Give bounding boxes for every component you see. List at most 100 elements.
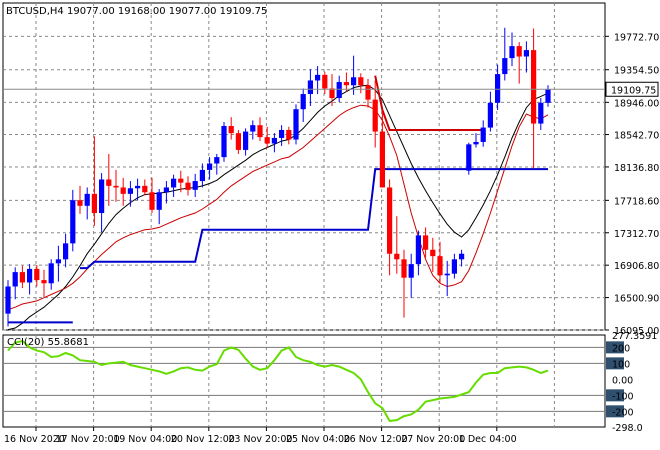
bull-candle — [84, 193, 90, 206]
cci-tick-label: -200 — [612, 407, 634, 418]
bull-candle — [502, 58, 508, 75]
bear-candle — [343, 82, 349, 86]
bull-candle — [487, 102, 493, 128]
bear-candle — [142, 185, 148, 193]
price-tick-label: 18136.80 — [614, 163, 659, 174]
cci-level-badge — [606, 405, 624, 418]
bull-candle — [408, 264, 414, 278]
bear-candle — [401, 259, 407, 278]
bull-candle — [459, 253, 465, 260]
bear-candle — [430, 249, 436, 257]
bull-candle — [12, 272, 18, 287]
bull-candle — [451, 259, 457, 274]
bull-candle — [48, 263, 54, 284]
bear-candle — [185, 182, 191, 190]
price-axis: 19772.70 19354.50 18946.00 18542.70 18136.80… — [605, 32, 659, 337]
time-tick-label: 16 Nov 2020 — [4, 434, 65, 445]
cci-tick-label: 0.00 — [612, 375, 633, 386]
bull-candle — [415, 235, 421, 265]
bear-candle — [516, 46, 522, 57]
bear-candle — [322, 74, 328, 89]
bear-candle — [329, 88, 335, 99]
price-tick-label: 16906.80 — [614, 261, 659, 272]
bear-candle — [365, 85, 371, 100]
bull-candle — [495, 74, 501, 103]
cci-tick-label: 200 — [612, 343, 630, 354]
time-tick-label: 27 Nov 20:00 — [401, 434, 465, 445]
bull-candle — [300, 94, 306, 110]
ma-red-line — [7, 104, 549, 311]
bear-candle — [257, 125, 263, 138]
time-tick-label: 26 Nov 12:00 — [344, 434, 408, 445]
bear-candle — [113, 185, 119, 188]
bear-candle — [358, 77, 364, 86]
price-tick-label: 18542.70 — [614, 131, 659, 142]
bear-candle — [372, 99, 378, 132]
bull-candle — [135, 185, 141, 189]
cci-tick-label: -100 — [612, 391, 634, 402]
bull-candle — [214, 157, 220, 164]
bull-candle — [221, 125, 227, 158]
bull-candle — [480, 127, 486, 142]
bull-candle — [293, 109, 299, 140]
bull-candle — [523, 50, 529, 57]
bear-candle — [19, 272, 25, 283]
bear-candle — [149, 192, 155, 210]
bull-candle — [55, 259, 61, 264]
time-tick-label: 25 Nov 04:00 — [286, 434, 350, 445]
cci-indicator-label: CCI(20) 55.8681 — [7, 337, 89, 348]
price-tick-label: 19772.70 — [614, 32, 659, 43]
chart-title: BTCUSD,H4 19077.00 19168.00 19077.00 191… — [6, 6, 267, 17]
bull-candle — [192, 181, 198, 190]
bull-candle — [5, 286, 11, 314]
time-tick-label: 19 Nov 04:00 — [113, 434, 177, 445]
time-tick-label: 23 Nov 20:00 — [228, 434, 292, 445]
time-tick-label: 17 Nov 20:00 — [56, 434, 120, 445]
bull-candle — [156, 192, 162, 210]
cci-tick-label: 277.3591 — [612, 331, 657, 342]
bull-candle — [279, 129, 285, 138]
cci-level-badge — [606, 389, 624, 402]
bear-candle — [264, 137, 270, 144]
bear-candle — [106, 179, 112, 186]
ma-black-line — [7, 84, 549, 331]
cci-level-badge — [606, 341, 624, 354]
bull-candle — [271, 137, 277, 144]
bull-candle — [99, 179, 105, 214]
bull-candle — [127, 188, 133, 194]
bear-candle — [77, 200, 83, 206]
bull-candle — [207, 163, 213, 170]
bear-candle — [531, 50, 537, 124]
bear-candle — [387, 187, 393, 254]
bear-candle — [235, 133, 241, 150]
cci-tick-label: -298.0 — [612, 423, 643, 434]
bull-candle — [250, 125, 256, 132]
bull-candle — [509, 46, 515, 59]
price-tick-label: 16500.90 — [614, 294, 659, 305]
bear-candle — [91, 193, 97, 214]
bear-candle — [120, 187, 126, 194]
time-tick-label: 1 Dec 04:00 — [459, 434, 517, 445]
cci-plot-area — [7, 339, 549, 422]
bear-candle — [34, 268, 40, 281]
bear-candle — [437, 256, 443, 276]
current-price-badge — [605, 81, 659, 97]
resistance-red-line — [374, 75, 484, 131]
bear-candle — [379, 131, 385, 188]
price-tick-label: 17312.70 — [614, 229, 659, 240]
bull-candle — [473, 141, 479, 145]
cci-line — [7, 339, 549, 422]
bear-candle — [286, 129, 292, 140]
price-tick-label: 18946.00 — [614, 98, 659, 109]
price-plot-area — [3, 27, 605, 331]
cci-grid — [3, 335, 605, 427]
bull-candle — [444, 273, 450, 276]
price-tick-label: 19354.50 — [614, 66, 659, 77]
bull-candle — [243, 131, 249, 150]
bull-candle — [27, 268, 33, 283]
bear-candle — [423, 235, 429, 250]
cci-level-badge — [606, 357, 624, 370]
